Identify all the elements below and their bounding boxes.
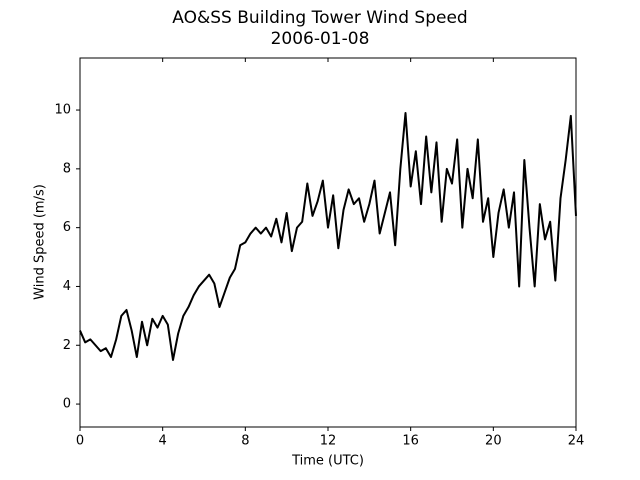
- x-tick-label: 20: [485, 434, 502, 449]
- chart-title: AO&SS Building Tower Wind Speed: [172, 8, 467, 28]
- x-tick-label: 12: [320, 434, 337, 449]
- y-tick-label: 0: [63, 397, 71, 412]
- y-tick-label: 6: [63, 220, 71, 235]
- plot-frame: [79, 57, 577, 428]
- x-tick-label: 24: [568, 434, 585, 449]
- x-tick-label: 16: [402, 434, 419, 449]
- y-tick-label: 4: [63, 279, 71, 294]
- chart-subtitle: 2006-01-08: [271, 29, 370, 49]
- x-axis-label: Time (UTC): [291, 454, 364, 469]
- y-tick-label: 10: [54, 103, 71, 118]
- y-tick-label: 8: [63, 161, 71, 176]
- data-line: [79, 111, 577, 361]
- x-tick-label: 0: [76, 434, 84, 449]
- y-axis-label: Wind Speed (m/s): [33, 184, 48, 300]
- x-tick-label: 4: [159, 434, 167, 449]
- x-tick-label: 8: [241, 434, 249, 449]
- y-tick-label: 2: [63, 338, 71, 353]
